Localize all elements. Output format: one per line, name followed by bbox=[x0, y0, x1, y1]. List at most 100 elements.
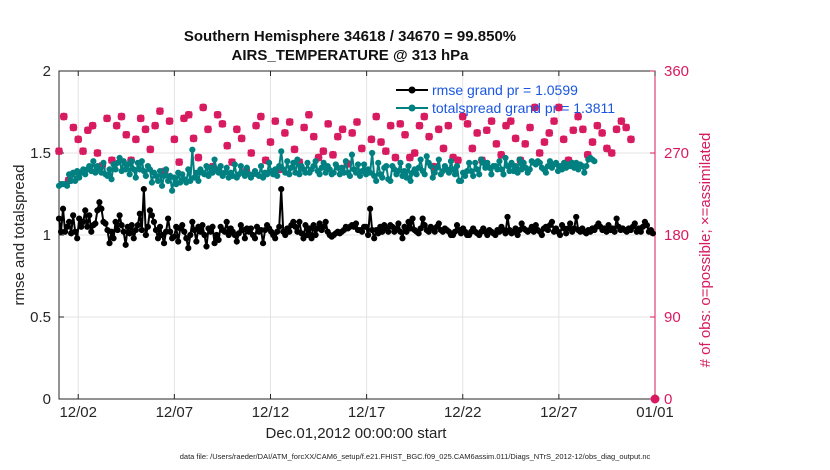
spread-series-point bbox=[164, 177, 172, 184]
obs-assimilated-marker bbox=[454, 156, 462, 165]
spread-series-point bbox=[177, 179, 184, 186]
obs-assim-d2 bbox=[559, 135, 568, 144]
obs-assim-d2 bbox=[425, 132, 433, 141]
rmse-series-point bbox=[401, 223, 408, 230]
rmse-series-point bbox=[518, 220, 525, 227]
spread-series-point bbox=[296, 171, 303, 178]
obs-assimilated-marker bbox=[425, 132, 433, 141]
obs-assim-d2 bbox=[185, 110, 193, 119]
obs-assimilated-marker bbox=[487, 117, 496, 125]
rmse-series-point bbox=[649, 230, 657, 237]
obs-assimilated-marker bbox=[69, 123, 78, 132]
spread-series-point bbox=[546, 158, 554, 165]
y-right-tick-label: 0 bbox=[664, 391, 672, 408]
spread-series-point bbox=[231, 161, 238, 168]
rmse-series-point bbox=[233, 238, 240, 245]
rmse-series-point bbox=[504, 213, 511, 221]
rmse-series-point bbox=[175, 238, 182, 245]
obs-assimilated-marker bbox=[257, 112, 265, 121]
rmse-series-point bbox=[122, 241, 129, 248]
obs-assim-d2 bbox=[175, 158, 183, 166]
obs-assim-d2 bbox=[540, 138, 549, 146]
rmse-series-point bbox=[613, 215, 620, 222]
obs-assim-d2 bbox=[507, 117, 515, 125]
rmse-series-point bbox=[405, 218, 412, 225]
obs-assimilated-marker bbox=[410, 149, 419, 157]
obs-assim-d2 bbox=[598, 129, 606, 137]
x-tick-label: 12/02 bbox=[59, 404, 97, 421]
obs-assimilated-marker bbox=[463, 120, 472, 128]
obs-assimilated-marker bbox=[358, 144, 366, 153]
obs-assimilated-marker bbox=[372, 112, 380, 121]
rmse-series-point bbox=[298, 230, 305, 237]
obs-assim-d2 bbox=[281, 129, 289, 137]
spread-series-point bbox=[318, 164, 325, 171]
obs-assim-d2 bbox=[204, 125, 212, 134]
rmse-series-point bbox=[502, 230, 509, 237]
obs-assimilated-marker bbox=[319, 147, 328, 155]
spread-series-point bbox=[405, 163, 412, 170]
spread-series-point bbox=[512, 163, 519, 170]
spread-series-point bbox=[120, 158, 127, 165]
obs-assim-d2 bbox=[434, 125, 443, 134]
rmse-series-point bbox=[191, 226, 198, 234]
spread-series-point bbox=[217, 163, 224, 170]
spread-series-point bbox=[429, 174, 436, 181]
rmse-series-point bbox=[409, 215, 416, 222]
spread-series-point bbox=[457, 177, 465, 184]
spread-series-point bbox=[211, 156, 218, 163]
obs-assimilated-marker bbox=[377, 138, 385, 146]
rmse-series-point bbox=[237, 222, 244, 229]
spread-series-point bbox=[171, 174, 178, 181]
rmse-series-point bbox=[435, 220, 442, 227]
obs-assimilated-marker bbox=[617, 117, 626, 125]
spread-series-point bbox=[367, 169, 374, 176]
rmse-series-point bbox=[199, 222, 206, 229]
spread-series-point bbox=[86, 163, 93, 170]
spread-series-point bbox=[162, 166, 170, 173]
obs-assim-d2 bbox=[410, 149, 419, 157]
obs-assim-d2 bbox=[391, 153, 400, 162]
spread-series-point bbox=[138, 158, 145, 165]
spread-series-point bbox=[221, 169, 228, 176]
legend-rmse-label: rmse grand pr = 1.0599 bbox=[432, 82, 578, 98]
spread-series-point bbox=[468, 167, 475, 175]
rmse-series-point bbox=[395, 220, 402, 227]
spread-series-point bbox=[352, 169, 360, 176]
spread-series-point bbox=[451, 171, 459, 178]
rmse-series-point bbox=[132, 226, 139, 234]
obs-assim-d2 bbox=[420, 112, 429, 121]
obs-assim-d2 bbox=[170, 135, 179, 144]
spread-series-point bbox=[508, 159, 515, 166]
obs-assim-d2 bbox=[574, 112, 582, 121]
spread-series-point bbox=[338, 164, 345, 171]
obs-assim-d2 bbox=[189, 134, 198, 143]
spread-series-point bbox=[342, 158, 349, 165]
rmse-series-point bbox=[397, 228, 404, 235]
obs-assim-d2 bbox=[483, 126, 491, 134]
rmse-series-point bbox=[544, 226, 552, 234]
rmse-series-point bbox=[84, 223, 91, 230]
rmse-series-point bbox=[72, 228, 79, 235]
rmse-series-point bbox=[148, 212, 156, 219]
rmse-series-point bbox=[532, 222, 539, 229]
rmse-series-point bbox=[61, 228, 69, 235]
rmse-series-point bbox=[573, 213, 580, 221]
rmse-series-point bbox=[150, 218, 158, 225]
spread-series-point bbox=[488, 171, 495, 178]
obs-assimilated-marker bbox=[607, 149, 616, 157]
spread-series-point bbox=[401, 167, 408, 175]
spread-series-point bbox=[237, 163, 244, 170]
rmse-series-point bbox=[156, 223, 164, 230]
spread-series-point bbox=[375, 159, 382, 166]
spread-series-point bbox=[397, 159, 404, 166]
obs-assimilated-marker bbox=[309, 132, 318, 141]
obs-assim-d2 bbox=[550, 117, 558, 125]
spread-series-point bbox=[290, 159, 297, 166]
x-axis-label: Dec.01,2012 00:00:00 start bbox=[265, 425, 447, 442]
obs-assim-d2 bbox=[612, 125, 621, 134]
spread-series-point bbox=[146, 166, 154, 173]
spread-series-point bbox=[294, 156, 301, 163]
obs-assimilated-marker bbox=[492, 140, 501, 148]
spread-series-point bbox=[413, 171, 420, 178]
